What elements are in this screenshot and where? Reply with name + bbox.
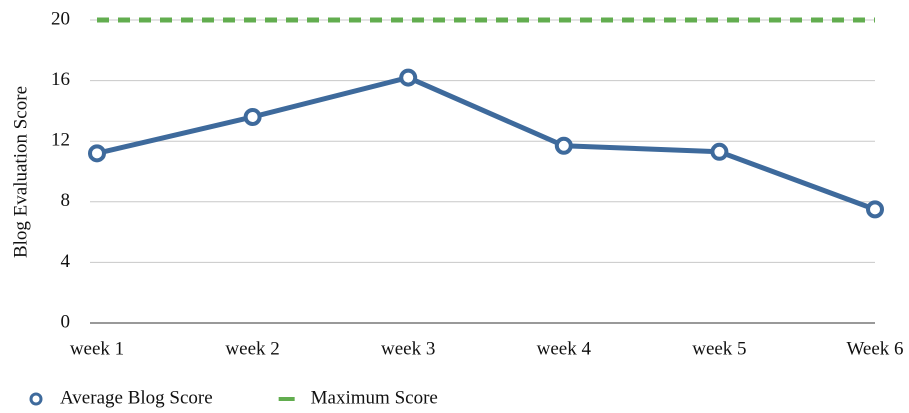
- y-tick-label: 20: [51, 8, 70, 29]
- y-tick-label: 0: [61, 311, 71, 332]
- data-point: [710, 142, 729, 161]
- y-tick-label: 4: [61, 251, 71, 272]
- x-tick-label: week 5: [692, 338, 746, 359]
- data-point: [554, 136, 573, 155]
- y-axis-label: Blog Evaluation Score: [10, 86, 31, 258]
- legend-label: Average Blog Score: [60, 387, 213, 408]
- x-tick-label: week 4: [537, 338, 592, 359]
- legend-marker: [29, 392, 43, 406]
- data-point: [88, 144, 106, 163]
- data-point: [243, 107, 262, 126]
- y-tick-label: 16: [51, 69, 70, 90]
- legend-label: Maximum Score: [311, 387, 438, 408]
- x-tick-label: week 2: [225, 338, 279, 359]
- data-point: [399, 68, 418, 87]
- data-point: [866, 200, 884, 219]
- series-line: [96, 75, 876, 212]
- x-tick-label: week 3: [381, 338, 435, 359]
- y-tick-label: 8: [61, 190, 71, 211]
- x-tick-label: Week 6: [846, 338, 903, 359]
- y-tick-label: 12: [51, 130, 70, 151]
- x-tick-label: week 1: [70, 338, 124, 359]
